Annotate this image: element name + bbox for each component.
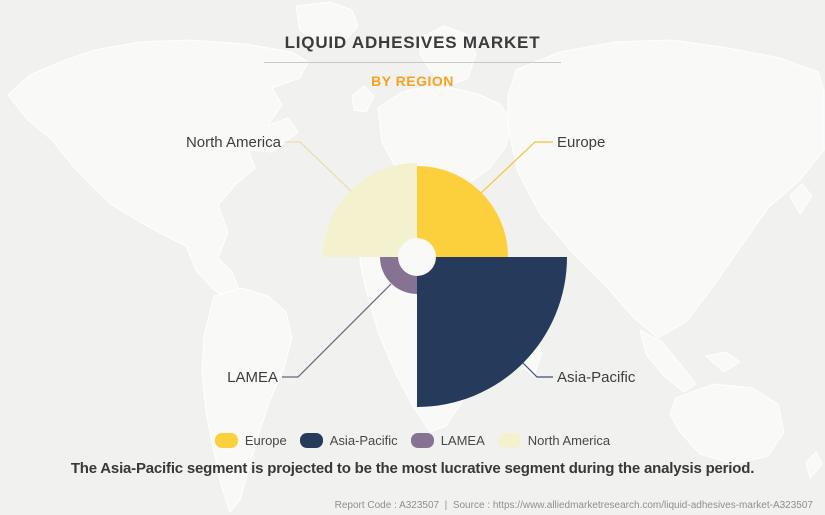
chart-legend: Europe Asia-Pacific LAMEA North America — [0, 433, 825, 448]
legend-swatch-europe — [214, 433, 238, 448]
slice-label-europe: Europe — [557, 134, 605, 151]
map-north-america — [7, 39, 309, 301]
legend-item-lamea: LAMEA — [410, 433, 485, 448]
map-southeast-asia — [639, 329, 697, 393]
legend-label-lamea: LAMEA — [440, 433, 485, 448]
leader-line-north-america — [285, 141, 352, 192]
map-asia — [507, 39, 825, 339]
map-indonesia — [705, 351, 741, 373]
report-source-footer: Report Code : A323507 | Source : https:/… — [334, 500, 813, 511]
pie-wedge-lamea — [380, 257, 417, 294]
legend-swatch-north-america — [497, 433, 521, 448]
legend-label-north-america: North America — [527, 433, 611, 448]
insight-statement: The Asia-Pacific segment is projected to… — [70, 460, 755, 477]
chart-subtitle: BY REGION — [371, 73, 454, 89]
map-scandinavia — [419, 25, 477, 87]
slice-label-north-america: North America — [186, 134, 282, 151]
slice-label-asia-pacific: Asia-Pacific — [557, 369, 636, 386]
legend-item-europe: Europe — [214, 433, 287, 448]
legend-label-europe: Europe — [244, 433, 287, 448]
leader-line-lamea — [282, 283, 392, 378]
legend-swatch-asia-pacific — [299, 433, 323, 448]
pie-wedge-europe — [417, 166, 508, 257]
pie-wedge-north-america — [323, 163, 417, 257]
page-title: LIQUID ADHESIVES MARKET — [284, 33, 541, 52]
leader-line-europe — [480, 141, 553, 194]
leader-line-asia-pacific — [522, 362, 553, 378]
map-australia — [669, 383, 785, 465]
map-uk — [351, 85, 375, 113]
map-japan — [789, 183, 813, 215]
legend-swatch-lamea — [410, 433, 434, 448]
legend-item-asia-pacific: Asia-Pacific — [299, 433, 398, 448]
legend-item-north-america: North America — [497, 433, 611, 448]
map-greenland — [295, 1, 359, 45]
slice-label-lamea: LAMEA — [227, 369, 278, 386]
map-new-zealand — [805, 451, 823, 479]
map-south-america — [201, 287, 293, 513]
chart-header: LIQUID ADHESIVES MARKET BY REGION — [0, 33, 825, 89]
legend-label-asia-pacific: Asia-Pacific — [329, 433, 398, 448]
title-divider — [264, 62, 561, 63]
pie-wedge-asia-pacific — [417, 257, 567, 407]
